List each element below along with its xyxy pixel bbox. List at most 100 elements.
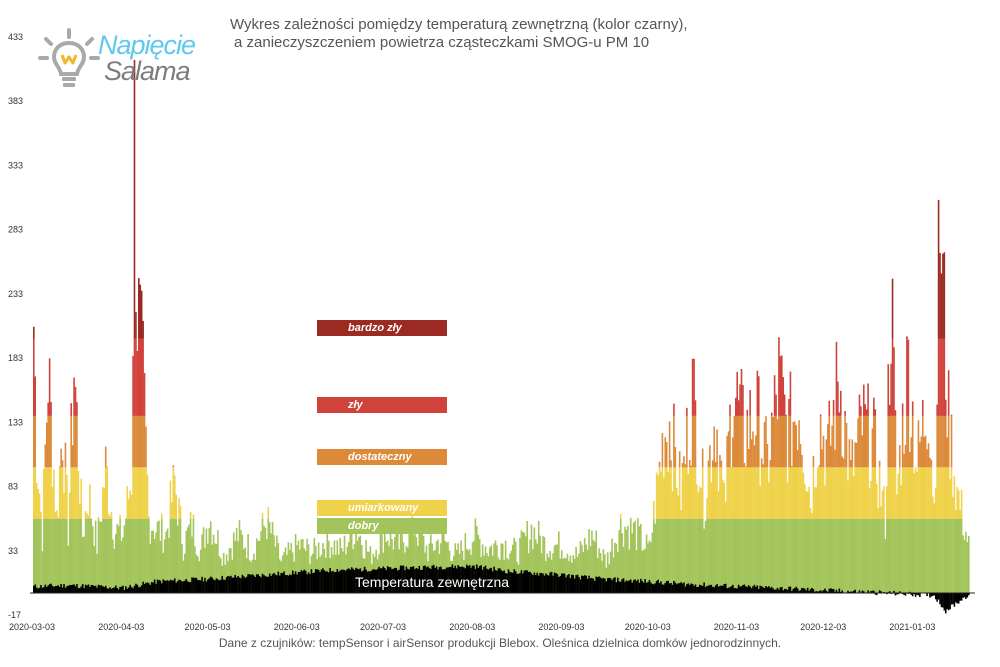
pm10-bar-segment — [637, 517, 639, 519]
pm10-bar-segment — [359, 535, 362, 594]
pm10-bar-segment — [862, 415, 865, 468]
pm10-bar — [618, 530, 621, 594]
temperature-bar — [398, 569, 400, 593]
pm10-bar — [739, 384, 741, 594]
pm10-bar-segment — [214, 543, 216, 594]
pm10-bar-segment — [898, 445, 901, 468]
temperature-bar — [474, 568, 477, 593]
temperature-bar — [768, 586, 770, 593]
temperature-bar — [394, 567, 396, 593]
pm10-bar — [117, 526, 120, 594]
pm10-bar-segment — [968, 535, 970, 594]
pm10-bar-segment — [192, 514, 195, 519]
pm10-bar — [396, 529, 399, 594]
temperature-bar — [747, 585, 750, 593]
temperature-bar — [500, 570, 503, 593]
pm10-bar — [848, 439, 851, 594]
pm10-bar-segment — [690, 518, 692, 594]
pm10-bar — [135, 312, 137, 594]
pm10-bar — [84, 511, 87, 594]
pm10-bar — [184, 553, 186, 594]
pm10-bar-segment — [717, 518, 720, 594]
pm10-bar-segment — [64, 518, 67, 594]
pm10-bar-segment — [726, 467, 728, 519]
temperature-bar — [353, 569, 356, 593]
pm10-bar-segment — [48, 358, 51, 416]
pm10-bar-segment — [686, 467, 688, 519]
pm10-bar-segment — [818, 465, 820, 468]
pm10-bar-segment — [119, 518, 121, 594]
pm10-bar-segment — [112, 539, 114, 594]
temperature-bar — [852, 590, 855, 593]
pm10-bar-segment — [501, 543, 504, 594]
temperature-bar — [719, 585, 721, 593]
pm10-bar-segment — [71, 445, 74, 468]
temperature-bar — [635, 581, 638, 593]
pm10-bar-segment — [73, 415, 75, 468]
pm10-bar — [389, 528, 392, 594]
pm10-bar — [238, 520, 241, 594]
pm10-bar-segment — [628, 549, 631, 594]
pm10-bar — [189, 511, 192, 594]
pm10-bar-segment — [224, 564, 226, 594]
pm10-bar-segment — [845, 518, 848, 594]
temperature-bar — [83, 588, 85, 593]
temperature-bar — [766, 587, 769, 593]
pm10-bar-segment — [783, 394, 786, 416]
pm10-bar — [907, 339, 910, 594]
pm10-bar-segment — [769, 518, 772, 594]
pm10-bar-segment — [854, 442, 856, 468]
pm10-bar-segment — [957, 490, 960, 519]
pm10-bar-segment — [114, 534, 117, 594]
pm10-bar — [53, 469, 55, 594]
temperature-bar — [145, 582, 147, 593]
temperature-bar — [517, 573, 520, 593]
pm10-bar-segment — [890, 467, 892, 519]
pm10-bar-segment — [873, 397, 875, 416]
pm10-bar-segment — [670, 460, 672, 468]
temperature-bar — [458, 566, 461, 593]
legend-item-bardzo-zly: bardzo zły — [317, 320, 447, 336]
pm10-bar-segment — [211, 544, 213, 594]
temperature-bar — [340, 569, 343, 593]
pm10-bar — [412, 534, 415, 594]
pm10-bar — [267, 507, 270, 594]
pm10-bar-segment — [394, 536, 396, 594]
temperature-bar — [878, 590, 881, 593]
pm10-bar-segment — [901, 518, 904, 594]
pm10-bar-segment — [107, 513, 110, 519]
pm10-bar-segment — [962, 535, 964, 594]
temperature-bar — [244, 577, 247, 593]
temperature-bar — [642, 582, 645, 593]
pm10-bar-segment — [851, 518, 854, 594]
temperature-bar — [559, 576, 562, 593]
pm10-bar-segment — [911, 415, 914, 468]
pm10-bar — [182, 560, 185, 594]
pm10-bar-segment — [264, 527, 267, 594]
pm10-bar-segment — [243, 549, 245, 594]
pm10-bar-segment — [175, 494, 177, 519]
temperature-bar — [753, 584, 756, 593]
pm10-bar-segment — [619, 518, 622, 594]
pm10-bar-segment — [781, 467, 783, 519]
temperature-bar — [966, 593, 969, 598]
pm10-bar — [760, 458, 763, 594]
temperature-bar — [583, 575, 586, 593]
pm10-bar-segment — [50, 518, 52, 594]
pm10-bar-segment — [746, 415, 749, 468]
pm10-bar-segment — [933, 518, 936, 594]
pm10-bar-segment — [533, 527, 536, 594]
temperature-bar — [68, 585, 71, 593]
pm10-bar-segment — [888, 518, 891, 594]
pm10-bar-segment — [769, 460, 772, 468]
temperature-bar — [648, 579, 651, 593]
pm10-bar-segment — [952, 496, 954, 519]
pm10-bar-segment — [57, 517, 60, 519]
temperature-bar — [693, 585, 695, 593]
pm10-bar-segment — [732, 467, 734, 519]
pm10-bar-segment — [594, 541, 596, 594]
pm10-bar — [680, 509, 682, 594]
pm10-bar-segment — [873, 467, 875, 519]
temperature-bar — [381, 568, 383, 593]
temperature-bar — [532, 575, 534, 593]
